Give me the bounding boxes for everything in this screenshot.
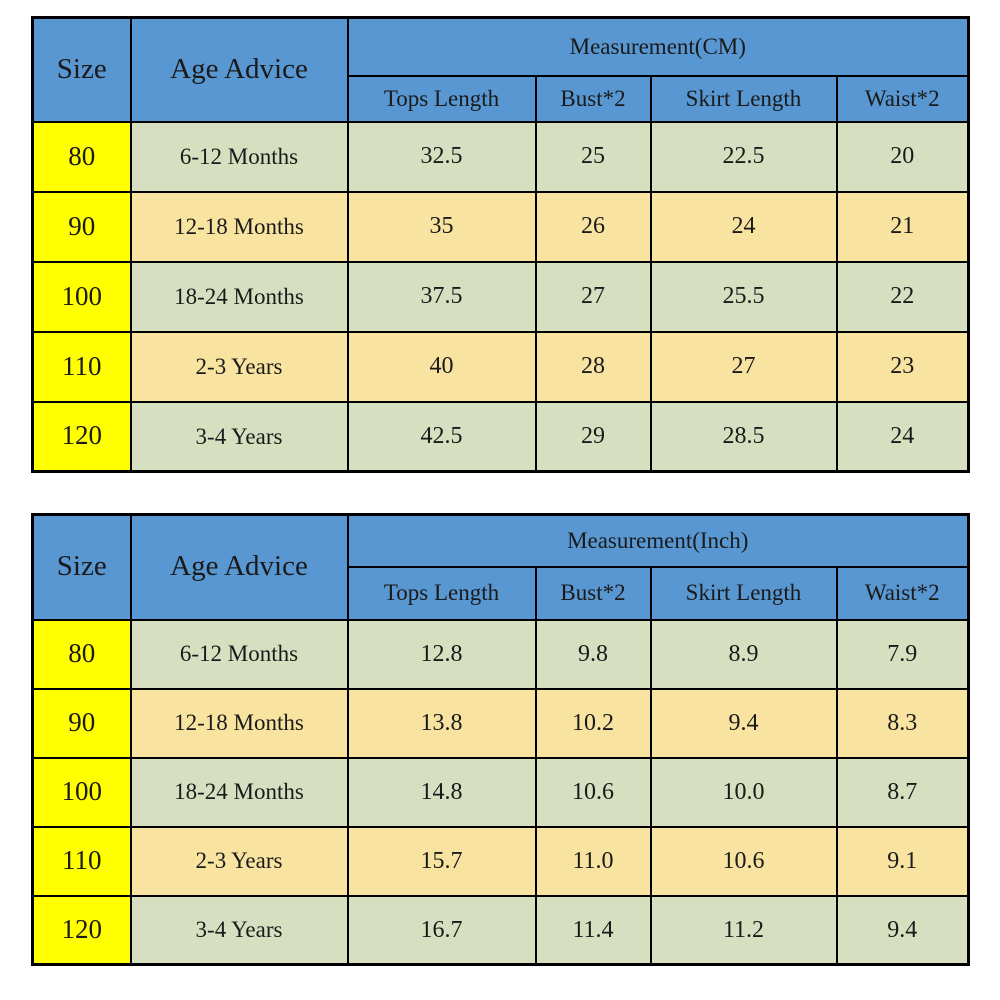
- value-cell: 25: [534, 120, 652, 193]
- age-cell: 3-4 Years: [129, 400, 349, 473]
- size-cell: 110: [31, 330, 132, 403]
- table-row: 80 6-12 Months 12.8 9.8 8.9 7.9: [31, 618, 970, 690]
- header-size: Size: [31, 16, 132, 123]
- value-cell: 11.2: [649, 894, 838, 966]
- value-cell: 13.8: [346, 687, 537, 759]
- value-cell: 29: [534, 400, 652, 473]
- value-cell: 9.4: [649, 687, 838, 759]
- header-tops-length: Tops Length: [346, 565, 537, 621]
- value-cell: 7.9: [835, 618, 970, 690]
- age-cell: 12-18 Months: [129, 190, 349, 263]
- value-cell: 9.1: [835, 825, 970, 897]
- header-tops-length: Tops Length: [346, 74, 537, 123]
- age-cell: 6-12 Months: [129, 120, 349, 193]
- value-cell: 28: [534, 330, 652, 403]
- size-cell: 80: [31, 120, 132, 193]
- header-row-measurement: Size Age Advice Measurement(Inch): [31, 513, 970, 621]
- size-cell: 90: [31, 190, 132, 263]
- size-cell: 90: [31, 687, 132, 759]
- table-row: 110 2-3 Years 40 28 27 23: [31, 330, 970, 403]
- table-row: 120 3-4 Years 16.7 11.4 11.2 9.4: [31, 894, 970, 966]
- value-cell: 8.3: [835, 687, 970, 759]
- value-cell: 42.5: [346, 400, 537, 473]
- age-cell: 12-18 Months: [129, 687, 349, 759]
- size-cell: 110: [31, 825, 132, 897]
- value-cell: 32.5: [346, 120, 537, 193]
- table-body-cm: 80 6-12 Months 32.5 25 22.5 20 90 12-18 Months 3…: [31, 120, 970, 473]
- value-cell: 27: [534, 260, 652, 333]
- size-table-inch: Size Age Advice Measurement(Inch) Tops L…: [31, 513, 970, 966]
- value-cell: 40: [346, 330, 537, 403]
- header-skirt-length: Skirt Length: [649, 74, 838, 123]
- value-cell: 23: [835, 330, 970, 403]
- value-cell: 27: [649, 330, 838, 403]
- table-body-inch: 80 6-12 Months 12.8 9.8 8.9 7.9 90 12-18 Months…: [31, 618, 970, 966]
- value-cell: 15.7: [346, 825, 537, 897]
- size-cell: 120: [31, 894, 132, 966]
- size-cell: 100: [31, 756, 132, 828]
- age-cell: 18-24 Months: [129, 756, 349, 828]
- header-measurement-cm: Measurement(CM): [346, 16, 970, 77]
- header-row-sub: Tops Length Bust*2 Skirt Length Waist*2: [33, 565, 970, 621]
- header-waist: Waist*2: [835, 565, 970, 621]
- value-cell: 10.6: [649, 825, 838, 897]
- header-age-advice: Age Advice: [129, 513, 349, 621]
- age-cell: 6-12 Months: [129, 618, 349, 690]
- size-chart-container: Size Age Advice Measurement(CM) Tops Len…: [31, 16, 971, 966]
- value-cell: 22.5: [649, 120, 838, 193]
- header-waist: Waist*2: [835, 74, 970, 123]
- age-cell: 2-3 Years: [129, 330, 349, 403]
- value-cell: 12.8: [346, 618, 537, 690]
- table-row: 100 18-24 Months 14.8 10.6 10.0 8.7: [31, 756, 970, 828]
- value-cell: 8.7: [835, 756, 970, 828]
- value-cell: 22: [835, 260, 970, 333]
- size-cell: 120: [31, 400, 132, 473]
- value-cell: 10.0: [649, 756, 838, 828]
- value-cell: 25.5: [649, 260, 838, 333]
- table-row: 120 3-4 Years 42.5 29 28.5 24: [31, 400, 970, 473]
- table-gap: [31, 473, 967, 513]
- age-cell: 18-24 Months: [129, 260, 349, 333]
- size-cell: 100: [31, 260, 132, 333]
- header-row-measurement: Size Age Advice Measurement(CM): [31, 16, 970, 123]
- header-age-advice: Age Advice: [129, 16, 349, 123]
- table-row: 110 2-3 Years 15.7 11.0 10.6 9.1: [31, 825, 970, 897]
- value-cell: 26: [534, 190, 652, 263]
- value-cell: 35: [346, 190, 537, 263]
- header-measurement-inch: Measurement(Inch): [346, 513, 970, 568]
- header-skirt-length: Skirt Length: [649, 565, 838, 621]
- value-cell: 20: [835, 120, 970, 193]
- value-cell: 11.0: [534, 825, 652, 897]
- value-cell: 10.2: [534, 687, 652, 759]
- header-bust: Bust*2: [534, 565, 652, 621]
- table-row: 80 6-12 Months 32.5 25 22.5 20: [31, 120, 970, 193]
- header-size: Size: [31, 513, 132, 621]
- value-cell: 8.9: [649, 618, 838, 690]
- header-row-sub: Tops Length Bust*2 Skirt Length Waist*2: [33, 74, 970, 123]
- value-cell: 21: [835, 190, 970, 263]
- value-cell: 10.6: [534, 756, 652, 828]
- value-cell: 11.4: [534, 894, 652, 966]
- table-row: 90 12-18 Months 35 26 24 21: [31, 190, 970, 263]
- value-cell: 16.7: [346, 894, 537, 966]
- value-cell: 14.8: [346, 756, 537, 828]
- value-cell: 37.5: [346, 260, 537, 333]
- age-cell: 3-4 Years: [129, 894, 349, 966]
- value-cell: 24: [835, 400, 970, 473]
- size-cell: 80: [31, 618, 132, 690]
- value-cell: 9.4: [835, 894, 970, 966]
- size-table-cm: Size Age Advice Measurement(CM) Tops Len…: [31, 16, 971, 473]
- table-row: 100 18-24 Months 37.5 27 25.5 22: [31, 260, 970, 333]
- table-row: 90 12-18 Months 13.8 10.2 9.4 8.3: [31, 687, 970, 759]
- value-cell: 28.5: [649, 400, 838, 473]
- age-cell: 2-3 Years: [129, 825, 349, 897]
- header-bust: Bust*2: [534, 74, 652, 123]
- value-cell: 9.8: [534, 618, 652, 690]
- value-cell: 24: [649, 190, 838, 263]
